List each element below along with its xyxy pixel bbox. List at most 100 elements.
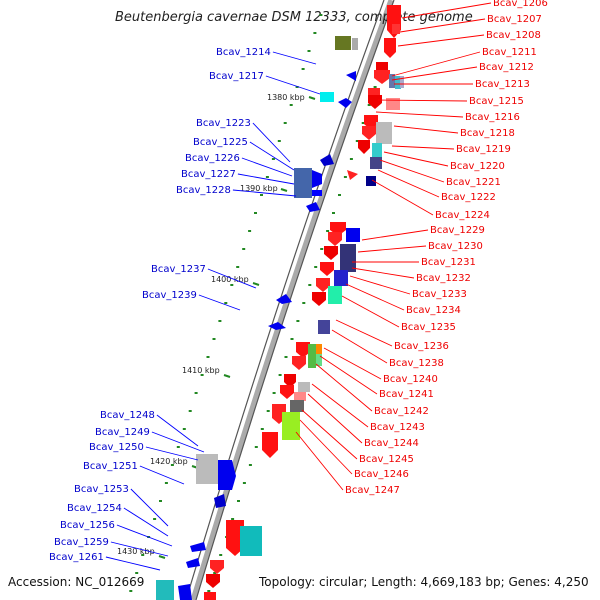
gene-label: Bcav_1240 [383, 374, 438, 385]
gene-label: Bcav_1226 [185, 153, 240, 164]
leader-line [265, 75, 321, 95]
gene-arrow [306, 202, 320, 212]
kbp-label: 1380 kbp [267, 93, 305, 102]
reverse-features [156, 36, 358, 600]
minor-tick [188, 410, 192, 412]
minor-tick [182, 428, 186, 430]
minor-tick [265, 176, 269, 178]
gene-label: Bcav_1224 [435, 210, 490, 221]
kbp-label: 1400 kbp [211, 275, 249, 284]
gene-arrow [262, 432, 278, 458]
minor-tick [230, 284, 234, 286]
gene-block [308, 344, 316, 368]
minor-tick [278, 374, 282, 376]
gene-label: Bcav_1217 [209, 71, 264, 82]
right-label-group: Bcav_1206 Bcav_1207 Bcav_1208 Bcav_1211 Bcav… [295, 0, 548, 496]
leader-line [375, 111, 464, 118]
leader-line [252, 122, 291, 163]
minor-tick [248, 230, 252, 232]
minor-tick [231, 518, 235, 520]
minor-tick [212, 338, 216, 340]
gene-block [352, 38, 358, 50]
minor-tick [290, 338, 294, 340]
gene-block [156, 580, 174, 600]
gene-arrow [292, 356, 306, 370]
gene-block [400, 76, 404, 88]
minor-tick [296, 320, 300, 322]
gene-arrow [312, 292, 326, 306]
accession-text: Accession: NC_012669 [8, 575, 144, 589]
gene-arrow [368, 95, 382, 109]
gene-label: Bcav_1254 [67, 503, 122, 514]
gene-arrow [186, 558, 200, 568]
minor-tick [170, 464, 174, 466]
gene-arrow [316, 278, 330, 292]
gene-block [334, 270, 348, 286]
minor-tick [367, 104, 371, 106]
kbp-tick [280, 188, 288, 192]
minor-tick [373, 86, 377, 88]
leader-line [377, 99, 468, 102]
leader-line [123, 507, 169, 537]
kbp-scale: 1380 kbp 1390 kbp 1400 kbp 1410 kbp 1420… [117, 93, 316, 559]
gene-block [389, 74, 395, 88]
gene-label: Bcav_1213 [475, 79, 530, 90]
backbone-outer [185, 0, 385, 600]
leader-line [401, 2, 492, 19]
gene-label: Bcav_1230 [428, 241, 483, 252]
leader-line [351, 267, 415, 279]
minor-tick [194, 392, 198, 394]
minor-tick [260, 428, 264, 430]
leader-line [399, 18, 486, 33]
gene-label: Bcav_1243 [370, 422, 425, 433]
minor-tick [314, 266, 318, 268]
kbp-tick [223, 374, 231, 378]
leader-line [311, 383, 369, 428]
gene-arrow [346, 71, 356, 81]
gene-label: Bcav_1251 [83, 461, 138, 472]
gene-label: Bcav_1249 [95, 427, 150, 438]
gene-arrow [268, 322, 286, 330]
leader-line [391, 66, 478, 81]
gene-block [298, 382, 310, 392]
gene-arrow [204, 592, 216, 600]
gene-label: Bcav_1245 [359, 454, 414, 465]
gene-block [340, 244, 356, 272]
leader-line [341, 295, 400, 328]
genome-title: Beutenbergia cavernae DSM 12333, complet… [115, 10, 473, 25]
minor-tick [361, 122, 365, 124]
gene-block [294, 168, 312, 198]
gene-arrow [210, 560, 224, 574]
minor-tick [302, 302, 306, 304]
gene-block [366, 176, 376, 186]
gene-label: Bcav_1216 [465, 112, 520, 123]
gene-label: Bcav_1214 [216, 47, 271, 58]
leader-line [323, 347, 382, 380]
leader-line [151, 431, 205, 453]
gene-label: Bcav_1246 [354, 469, 409, 480]
minor-tick [200, 374, 204, 376]
leader-line [307, 393, 363, 444]
gene-label: Bcav_1207 [487, 14, 542, 25]
gene-label: Bcav_1211 [482, 47, 537, 58]
topology-text: Topology: circular; Length: 4,669,183 bp… [258, 575, 589, 589]
gene-block [294, 392, 306, 401]
gene-label: Bcav_1261 [49, 552, 104, 563]
minor-tick [224, 302, 228, 304]
leader-line [130, 488, 169, 527]
leader-line [207, 268, 257, 289]
leader-line [139, 465, 185, 485]
gene-arrow [320, 262, 334, 276]
gene-block [392, 24, 400, 34]
leader-line [105, 556, 161, 571]
gene-arrow [362, 126, 376, 140]
gene-label: Bcav_1233 [412, 289, 467, 300]
gene-label: Bcav_1235 [401, 322, 456, 333]
minor-tick [284, 356, 288, 358]
gene-label: Bcav_1219 [456, 144, 511, 155]
gene-block [346, 228, 360, 242]
gene-arrow [206, 574, 220, 588]
gene-label: Bcav_1223 [196, 118, 251, 129]
gene-arrow [374, 70, 390, 84]
gene-label: Bcav_1208 [486, 30, 541, 41]
